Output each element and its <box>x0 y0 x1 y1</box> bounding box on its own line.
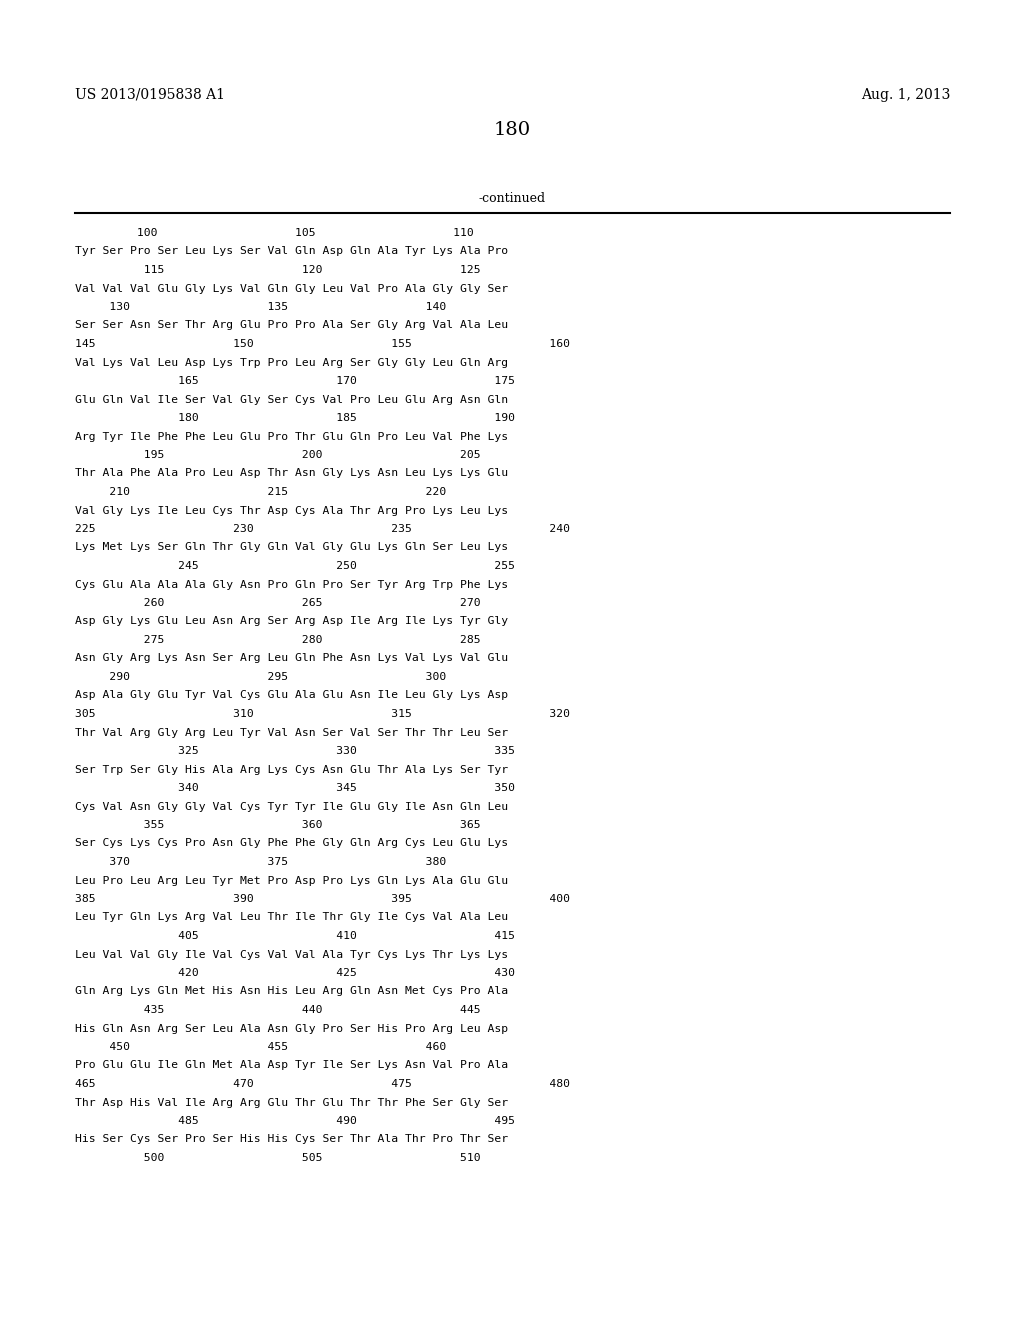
Text: Thr Ala Phe Ala Pro Leu Asp Thr Asn Gly Lys Asn Leu Lys Lys Glu: Thr Ala Phe Ala Pro Leu Asp Thr Asn Gly … <box>75 469 508 478</box>
Text: Leu Pro Leu Arg Leu Tyr Met Pro Asp Pro Lys Gln Lys Ala Glu Glu: Leu Pro Leu Arg Leu Tyr Met Pro Asp Pro … <box>75 875 508 886</box>
Text: 370                    375                    380: 370 375 380 <box>75 857 446 867</box>
Text: 260                    265                    270: 260 265 270 <box>75 598 480 609</box>
Text: 465                    470                    475                    480: 465 470 475 480 <box>75 1078 570 1089</box>
Text: Ser Ser Asn Ser Thr Arg Glu Pro Pro Ala Ser Gly Arg Val Ala Leu: Ser Ser Asn Ser Thr Arg Glu Pro Pro Ala … <box>75 321 508 330</box>
Text: 195                    200                    205: 195 200 205 <box>75 450 480 459</box>
Text: Asn Gly Arg Lys Asn Ser Arg Leu Gln Phe Asn Lys Val Lys Val Glu: Asn Gly Arg Lys Asn Ser Arg Leu Gln Phe … <box>75 653 508 664</box>
Text: Cys Glu Ala Ala Ala Gly Asn Pro Gln Pro Ser Tyr Arg Trp Phe Lys: Cys Glu Ala Ala Ala Gly Asn Pro Gln Pro … <box>75 579 508 590</box>
Text: 275                    280                    285: 275 280 285 <box>75 635 480 645</box>
Text: His Ser Cys Ser Pro Ser His His Cys Ser Thr Ala Thr Pro Thr Ser: His Ser Cys Ser Pro Ser His His Cys Ser … <box>75 1134 508 1144</box>
Text: Thr Asp His Val Ile Arg Arg Glu Thr Glu Thr Thr Phe Ser Gly Ser: Thr Asp His Val Ile Arg Arg Glu Thr Glu … <box>75 1097 508 1107</box>
Text: 100                    105                    110: 100 105 110 <box>75 228 474 238</box>
Text: 165                    170                    175: 165 170 175 <box>75 376 515 385</box>
Text: 500                    505                    510: 500 505 510 <box>75 1152 480 1163</box>
Text: 485                    490                    495: 485 490 495 <box>75 1115 515 1126</box>
Text: 305                    310                    315                    320: 305 310 315 320 <box>75 709 570 719</box>
Text: Tyr Ser Pro Ser Leu Lys Ser Val Gln Asp Gln Ala Tyr Lys Ala Pro: Tyr Ser Pro Ser Leu Lys Ser Val Gln Asp … <box>75 247 508 256</box>
Text: 145                    150                    155                    160: 145 150 155 160 <box>75 339 570 348</box>
Text: US 2013/0195838 A1: US 2013/0195838 A1 <box>75 88 225 102</box>
Text: Thr Val Arg Gly Arg Leu Tyr Val Asn Ser Val Ser Thr Thr Leu Ser: Thr Val Arg Gly Arg Leu Tyr Val Asn Ser … <box>75 727 508 738</box>
Text: -continued: -continued <box>478 191 546 205</box>
Text: Leu Tyr Gln Lys Arg Val Leu Thr Ile Thr Gly Ile Cys Val Ala Leu: Leu Tyr Gln Lys Arg Val Leu Thr Ile Thr … <box>75 912 508 923</box>
Text: 290                    295                    300: 290 295 300 <box>75 672 446 682</box>
Text: 180                    185                    190: 180 185 190 <box>75 413 515 422</box>
Text: Val Gly Lys Ile Leu Cys Thr Asp Cys Ala Thr Arg Pro Lys Leu Lys: Val Gly Lys Ile Leu Cys Thr Asp Cys Ala … <box>75 506 508 516</box>
Text: 225                    230                    235                    240: 225 230 235 240 <box>75 524 570 535</box>
Text: 355                    360                    365: 355 360 365 <box>75 820 480 830</box>
Text: Lys Met Lys Ser Gln Thr Gly Gln Val Gly Glu Lys Gln Ser Leu Lys: Lys Met Lys Ser Gln Thr Gly Gln Val Gly … <box>75 543 508 553</box>
Text: Glu Gln Val Ile Ser Val Gly Ser Cys Val Pro Leu Glu Arg Asn Gln: Glu Gln Val Ile Ser Val Gly Ser Cys Val … <box>75 395 508 404</box>
Text: 180: 180 <box>494 121 530 139</box>
Text: 340                    345                    350: 340 345 350 <box>75 783 515 793</box>
Text: Leu Val Val Gly Ile Val Cys Val Val Ala Tyr Cys Lys Thr Lys Lys: Leu Val Val Gly Ile Val Cys Val Val Ala … <box>75 949 508 960</box>
Text: 325                    330                    335: 325 330 335 <box>75 746 515 756</box>
Text: 210                    215                    220: 210 215 220 <box>75 487 446 498</box>
Text: 405                    410                    415: 405 410 415 <box>75 931 515 941</box>
Text: Asp Gly Lys Glu Leu Asn Arg Ser Arg Asp Ile Arg Ile Lys Tyr Gly: Asp Gly Lys Glu Leu Asn Arg Ser Arg Asp … <box>75 616 508 627</box>
Text: Pro Glu Glu Ile Gln Met Ala Asp Tyr Ile Ser Lys Asn Val Pro Ala: Pro Glu Glu Ile Gln Met Ala Asp Tyr Ile … <box>75 1060 508 1071</box>
Text: Val Val Val Glu Gly Lys Val Gln Gly Leu Val Pro Ala Gly Gly Ser: Val Val Val Glu Gly Lys Val Gln Gly Leu … <box>75 284 508 293</box>
Text: His Gln Asn Arg Ser Leu Ala Asn Gly Pro Ser His Pro Arg Leu Asp: His Gln Asn Arg Ser Leu Ala Asn Gly Pro … <box>75 1023 508 1034</box>
Text: Val Lys Val Leu Asp Lys Trp Pro Leu Arg Ser Gly Gly Leu Gln Arg: Val Lys Val Leu Asp Lys Trp Pro Leu Arg … <box>75 358 508 367</box>
Text: Ser Cys Lys Cys Pro Asn Gly Phe Phe Gly Gln Arg Cys Leu Glu Lys: Ser Cys Lys Cys Pro Asn Gly Phe Phe Gly … <box>75 838 508 849</box>
Text: 385                    390                    395                    400: 385 390 395 400 <box>75 894 570 904</box>
Text: Cys Val Asn Gly Gly Val Cys Tyr Tyr Ile Glu Gly Ile Asn Gln Leu: Cys Val Asn Gly Gly Val Cys Tyr Tyr Ile … <box>75 801 508 812</box>
Text: 115                    120                    125: 115 120 125 <box>75 265 480 275</box>
Text: 130                    135                    140: 130 135 140 <box>75 302 446 312</box>
Text: Ser Trp Ser Gly His Ala Arg Lys Cys Asn Glu Thr Ala Lys Ser Tyr: Ser Trp Ser Gly His Ala Arg Lys Cys Asn … <box>75 764 508 775</box>
Text: Aug. 1, 2013: Aug. 1, 2013 <box>860 88 950 102</box>
Text: 435                    440                    445: 435 440 445 <box>75 1005 480 1015</box>
Text: Arg Tyr Ile Phe Phe Leu Glu Pro Thr Glu Gln Pro Leu Val Phe Lys: Arg Tyr Ile Phe Phe Leu Glu Pro Thr Glu … <box>75 432 508 441</box>
Text: Asp Ala Gly Glu Tyr Val Cys Glu Ala Glu Asn Ile Leu Gly Lys Asp: Asp Ala Gly Glu Tyr Val Cys Glu Ala Glu … <box>75 690 508 701</box>
Text: Gln Arg Lys Gln Met His Asn His Leu Arg Gln Asn Met Cys Pro Ala: Gln Arg Lys Gln Met His Asn His Leu Arg … <box>75 986 508 997</box>
Text: 420                    425                    430: 420 425 430 <box>75 968 515 978</box>
Text: 450                    455                    460: 450 455 460 <box>75 1041 446 1052</box>
Text: 245                    250                    255: 245 250 255 <box>75 561 515 572</box>
